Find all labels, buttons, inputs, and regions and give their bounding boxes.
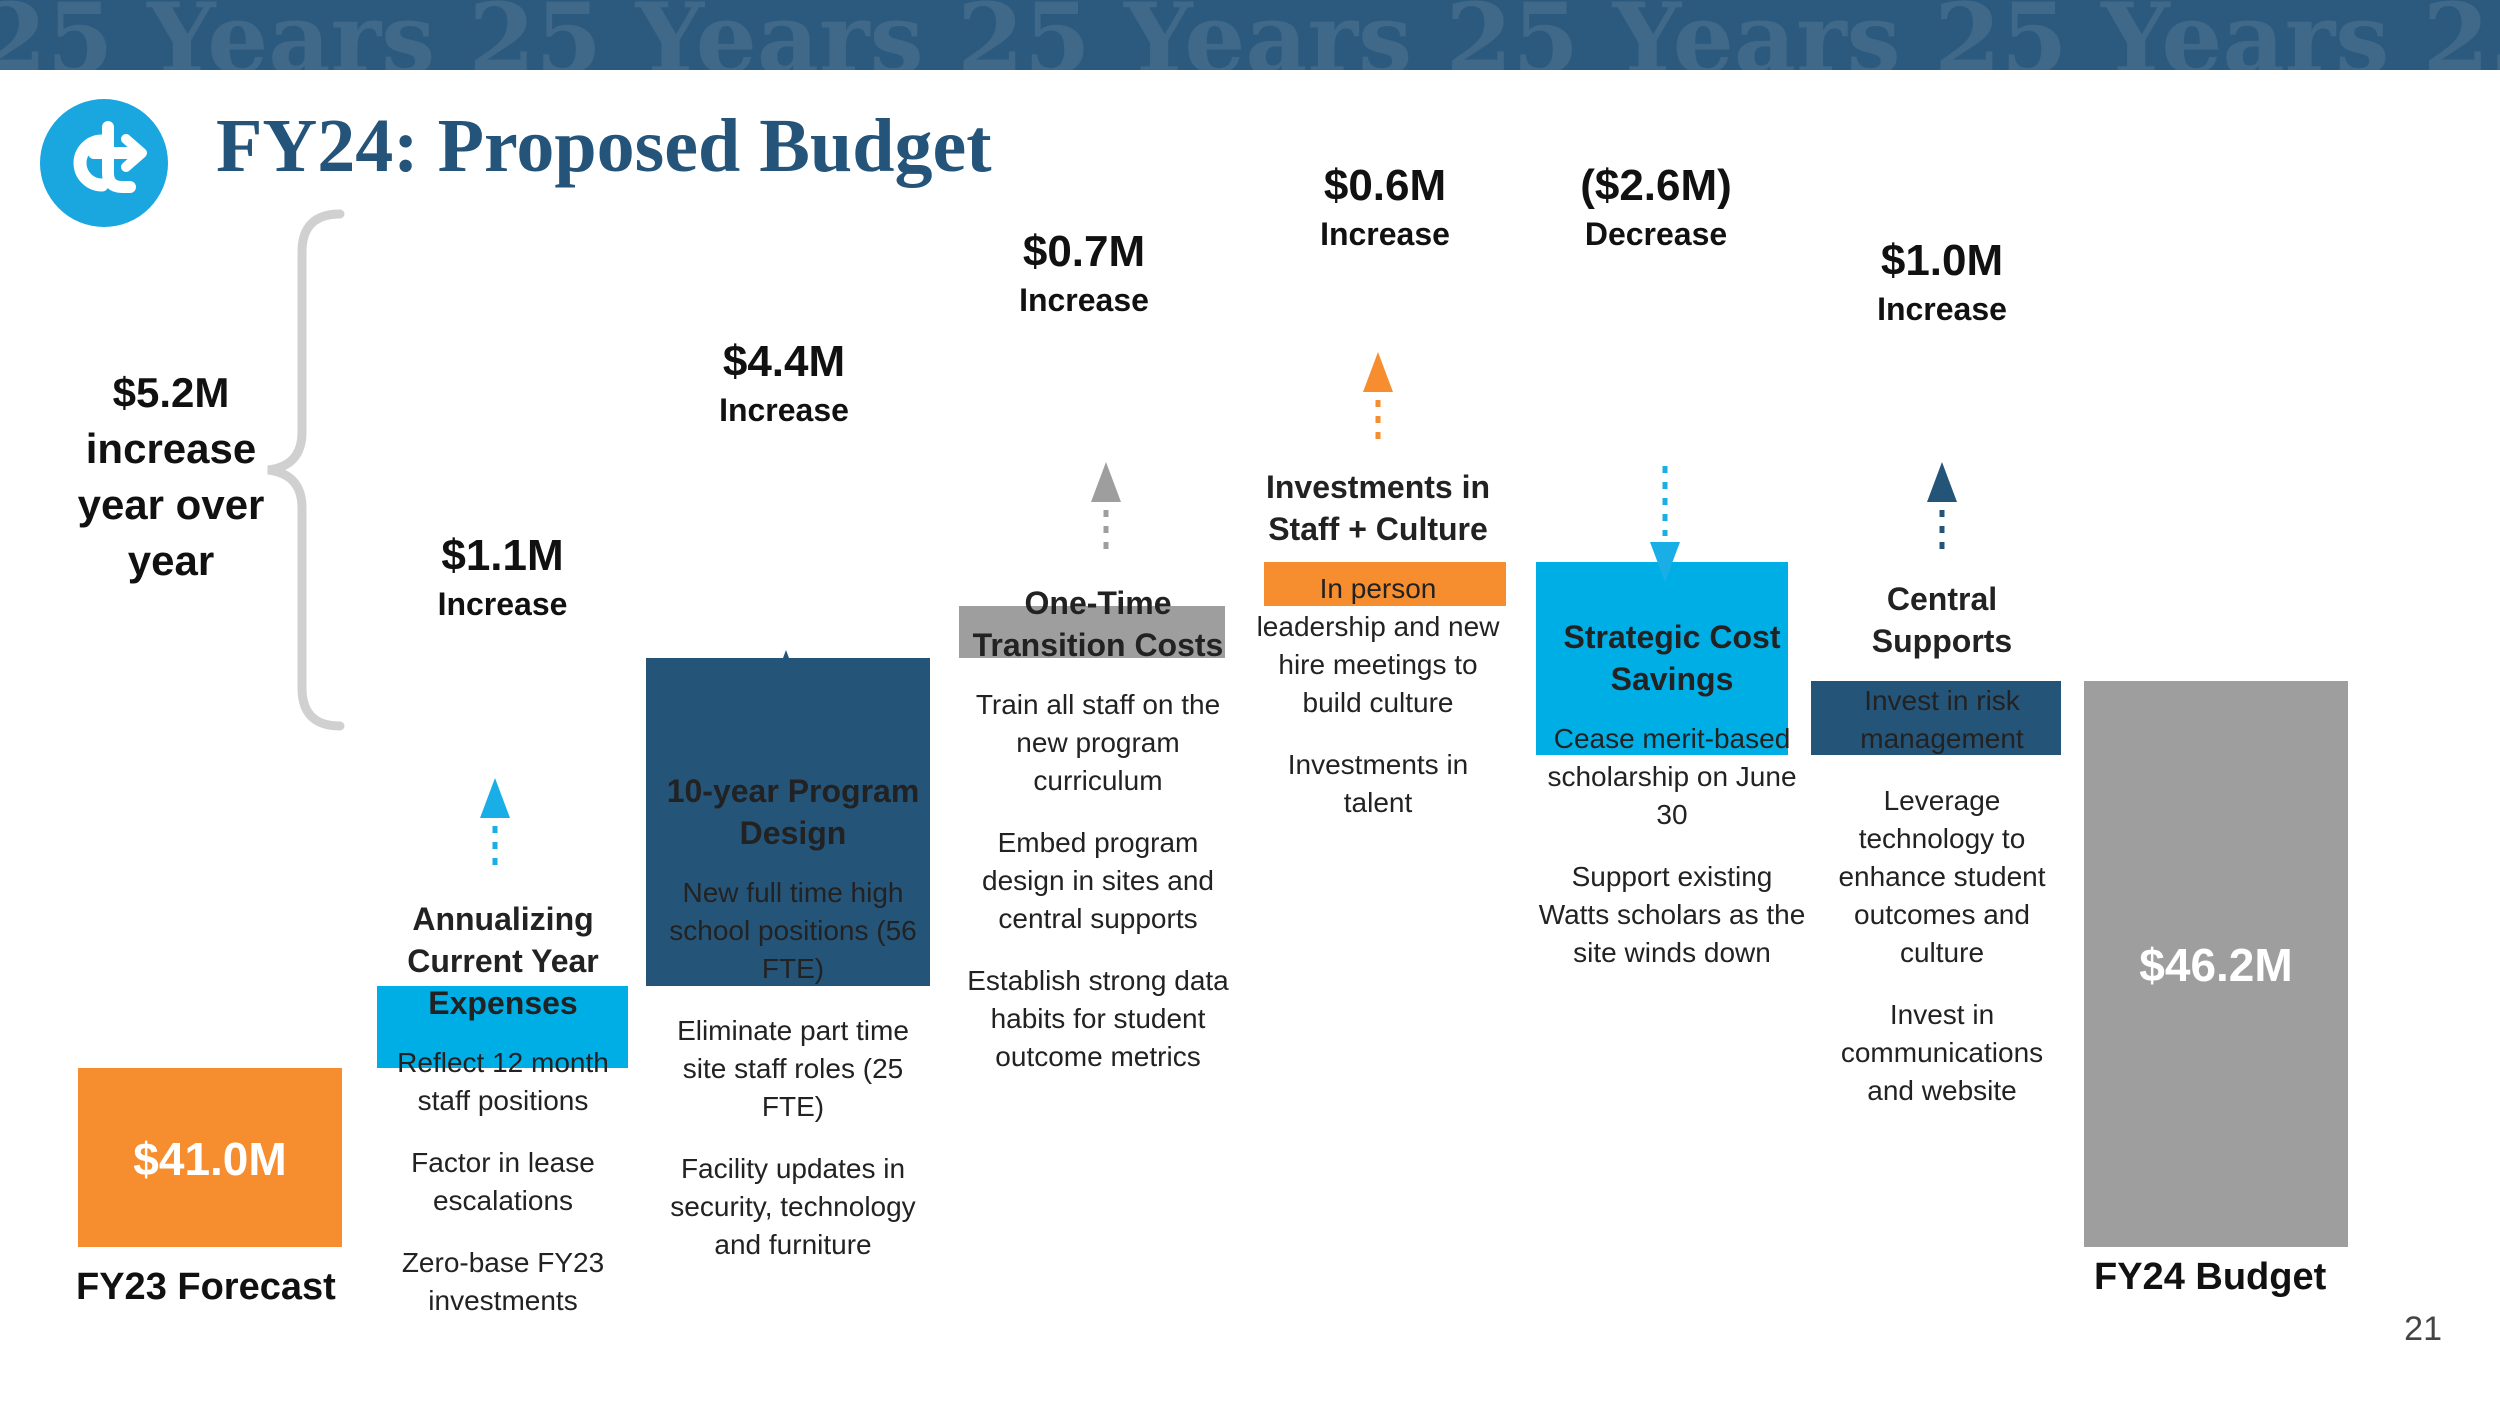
top-banner: 25 Years 25 Years 25 Years 25 Years 25 Y… [0,0,2500,70]
yoy-summary: $5.2M increase year over year [40,365,302,589]
step-bullet: Cease merit-based scholarship on June 30 [1547,723,1797,830]
step-heading: 10-year Program Design [666,773,920,851]
step-desc-annualizing: Annualizing Current Year Expenses Reflec… [370,898,636,1344]
bar-fy23-forecast [78,1068,342,1247]
arrow-up-icon [1927,462,1957,558]
step-heading: One-Time Transition Costs [972,585,1224,663]
step-kind: Increase [1877,290,2007,327]
arrow-up-icon [1091,462,1121,558]
banner-watermark: 25 Years 25 Years 25 Years 25 Years 25 Y… [0,0,2500,70]
step-bullet: Invest in risk management [1860,685,2024,754]
step-kind: Increase [437,585,568,622]
logo-icon [40,99,168,227]
step-amount: $1.0M [1880,236,2004,285]
step-label-annualizing: $1.1M Increase [377,530,628,623]
arrow-up-icon [1363,352,1393,448]
bar-program-design [646,658,930,987]
step-kind: Increase [1019,281,1149,318]
step-heading: Investments in Staff + Culture [1265,469,1491,547]
step-desc-program-design: 10-year Program Design New full time hig… [652,770,934,1288]
bar-staff-culture [1264,561,1506,607]
bar-annualizing [377,986,628,1069]
bar-value-fy24: $46.2M [2139,938,2293,991]
bar-one-time-transition [959,606,1225,659]
step-amount: $4.4M [722,337,846,386]
step-label-one-time-transition: $0.7M Increase [959,226,1209,319]
page-number: 21 [2404,1310,2442,1348]
slide-title: FY24: Proposed Budget [216,104,992,188]
step-bullet: Support existing Watts scholars as the s… [1538,861,1806,968]
summary-brace [267,209,345,731]
step-label-staff-culture: $0.6M Increase [1264,160,1506,253]
step-heading: Strategic Cost Savings [1563,619,1781,697]
step-desc-staff-culture: Investments in Staff + Culture In person… [1252,466,1504,846]
label-fy23-forecast: FY23 Forecast [76,1266,336,1308]
bar-value-fy23: $41.0M [133,1132,287,1185]
step-bullet: Train all staff on the new program curri… [975,689,1221,796]
step-bullet: Establish strong data habits for student… [967,965,1229,1072]
step-bullet: Embed program design in sites and centra… [982,827,1214,934]
step-bullet: Zero-base FY23 investments [401,1247,605,1316]
step-desc-strategic-cost-savings: Strategic Cost Savings Cease merit-based… [1536,616,1808,996]
step-amount: $1.1M [441,531,564,580]
step-bullet: Reflect 12 month staff positions [397,1047,609,1116]
step-bullet: Investments in talent [1287,749,1469,818]
step-label-program-design: $4.4M Increase [646,336,922,429]
step-bullet: Eliminate part time site staff roles (25… [677,1015,909,1122]
bar-strategic-cost-savings [1536,561,1788,756]
step-amount: ($2.6M) [1580,161,1732,210]
yoy-amount: $5.2M [112,369,230,416]
yoy-line-2: increase [85,425,257,472]
yoy-line-3: year over [77,481,265,528]
step-bullet: Factor in lease escalations [411,1147,595,1216]
step-amount: $0.7M [1022,227,1146,276]
step-desc-central-supports: Central Supports Invest in risk manageme… [1816,578,2068,1134]
step-amount: $0.6M [1323,161,1447,210]
step-heading: Central Supports [1871,581,2013,659]
bar-central-supports [1811,680,2061,756]
step-heading: Annualizing Current Year Expenses [407,901,599,1021]
step-label-strategic-cost-savings: ($2.6M) Decrease [1536,160,1776,253]
step-label-central-supports: $1.0M Increase [1811,235,2073,328]
bar-fy24-budget [2084,680,2348,1247]
step-bullet: Invest in communications and website [1840,999,2044,1106]
step-kind: Increase [1320,215,1450,252]
step-kind: Increase [719,391,849,428]
arrow-down-icon [1650,466,1680,582]
step-bullet: Leverage technology to enhance student o… [1838,785,2046,968]
step-bullet: In person leadership and new hire meetin… [1256,573,1500,718]
step-bullet: New full time high school positions (56 … [669,877,917,984]
arrow-up-icon [480,778,510,874]
step-kind: Decrease [1584,215,1728,252]
yoy-line-4: year [127,537,215,584]
label-fy24-budget: FY24 Budget [2094,1256,2327,1298]
step-bullet: Facility updates in security, technology… [670,1153,916,1260]
step-desc-one-time-transition: One-Time Transition Costs Train all staf… [955,582,1241,1100]
arrow-up-icon [771,650,801,746]
